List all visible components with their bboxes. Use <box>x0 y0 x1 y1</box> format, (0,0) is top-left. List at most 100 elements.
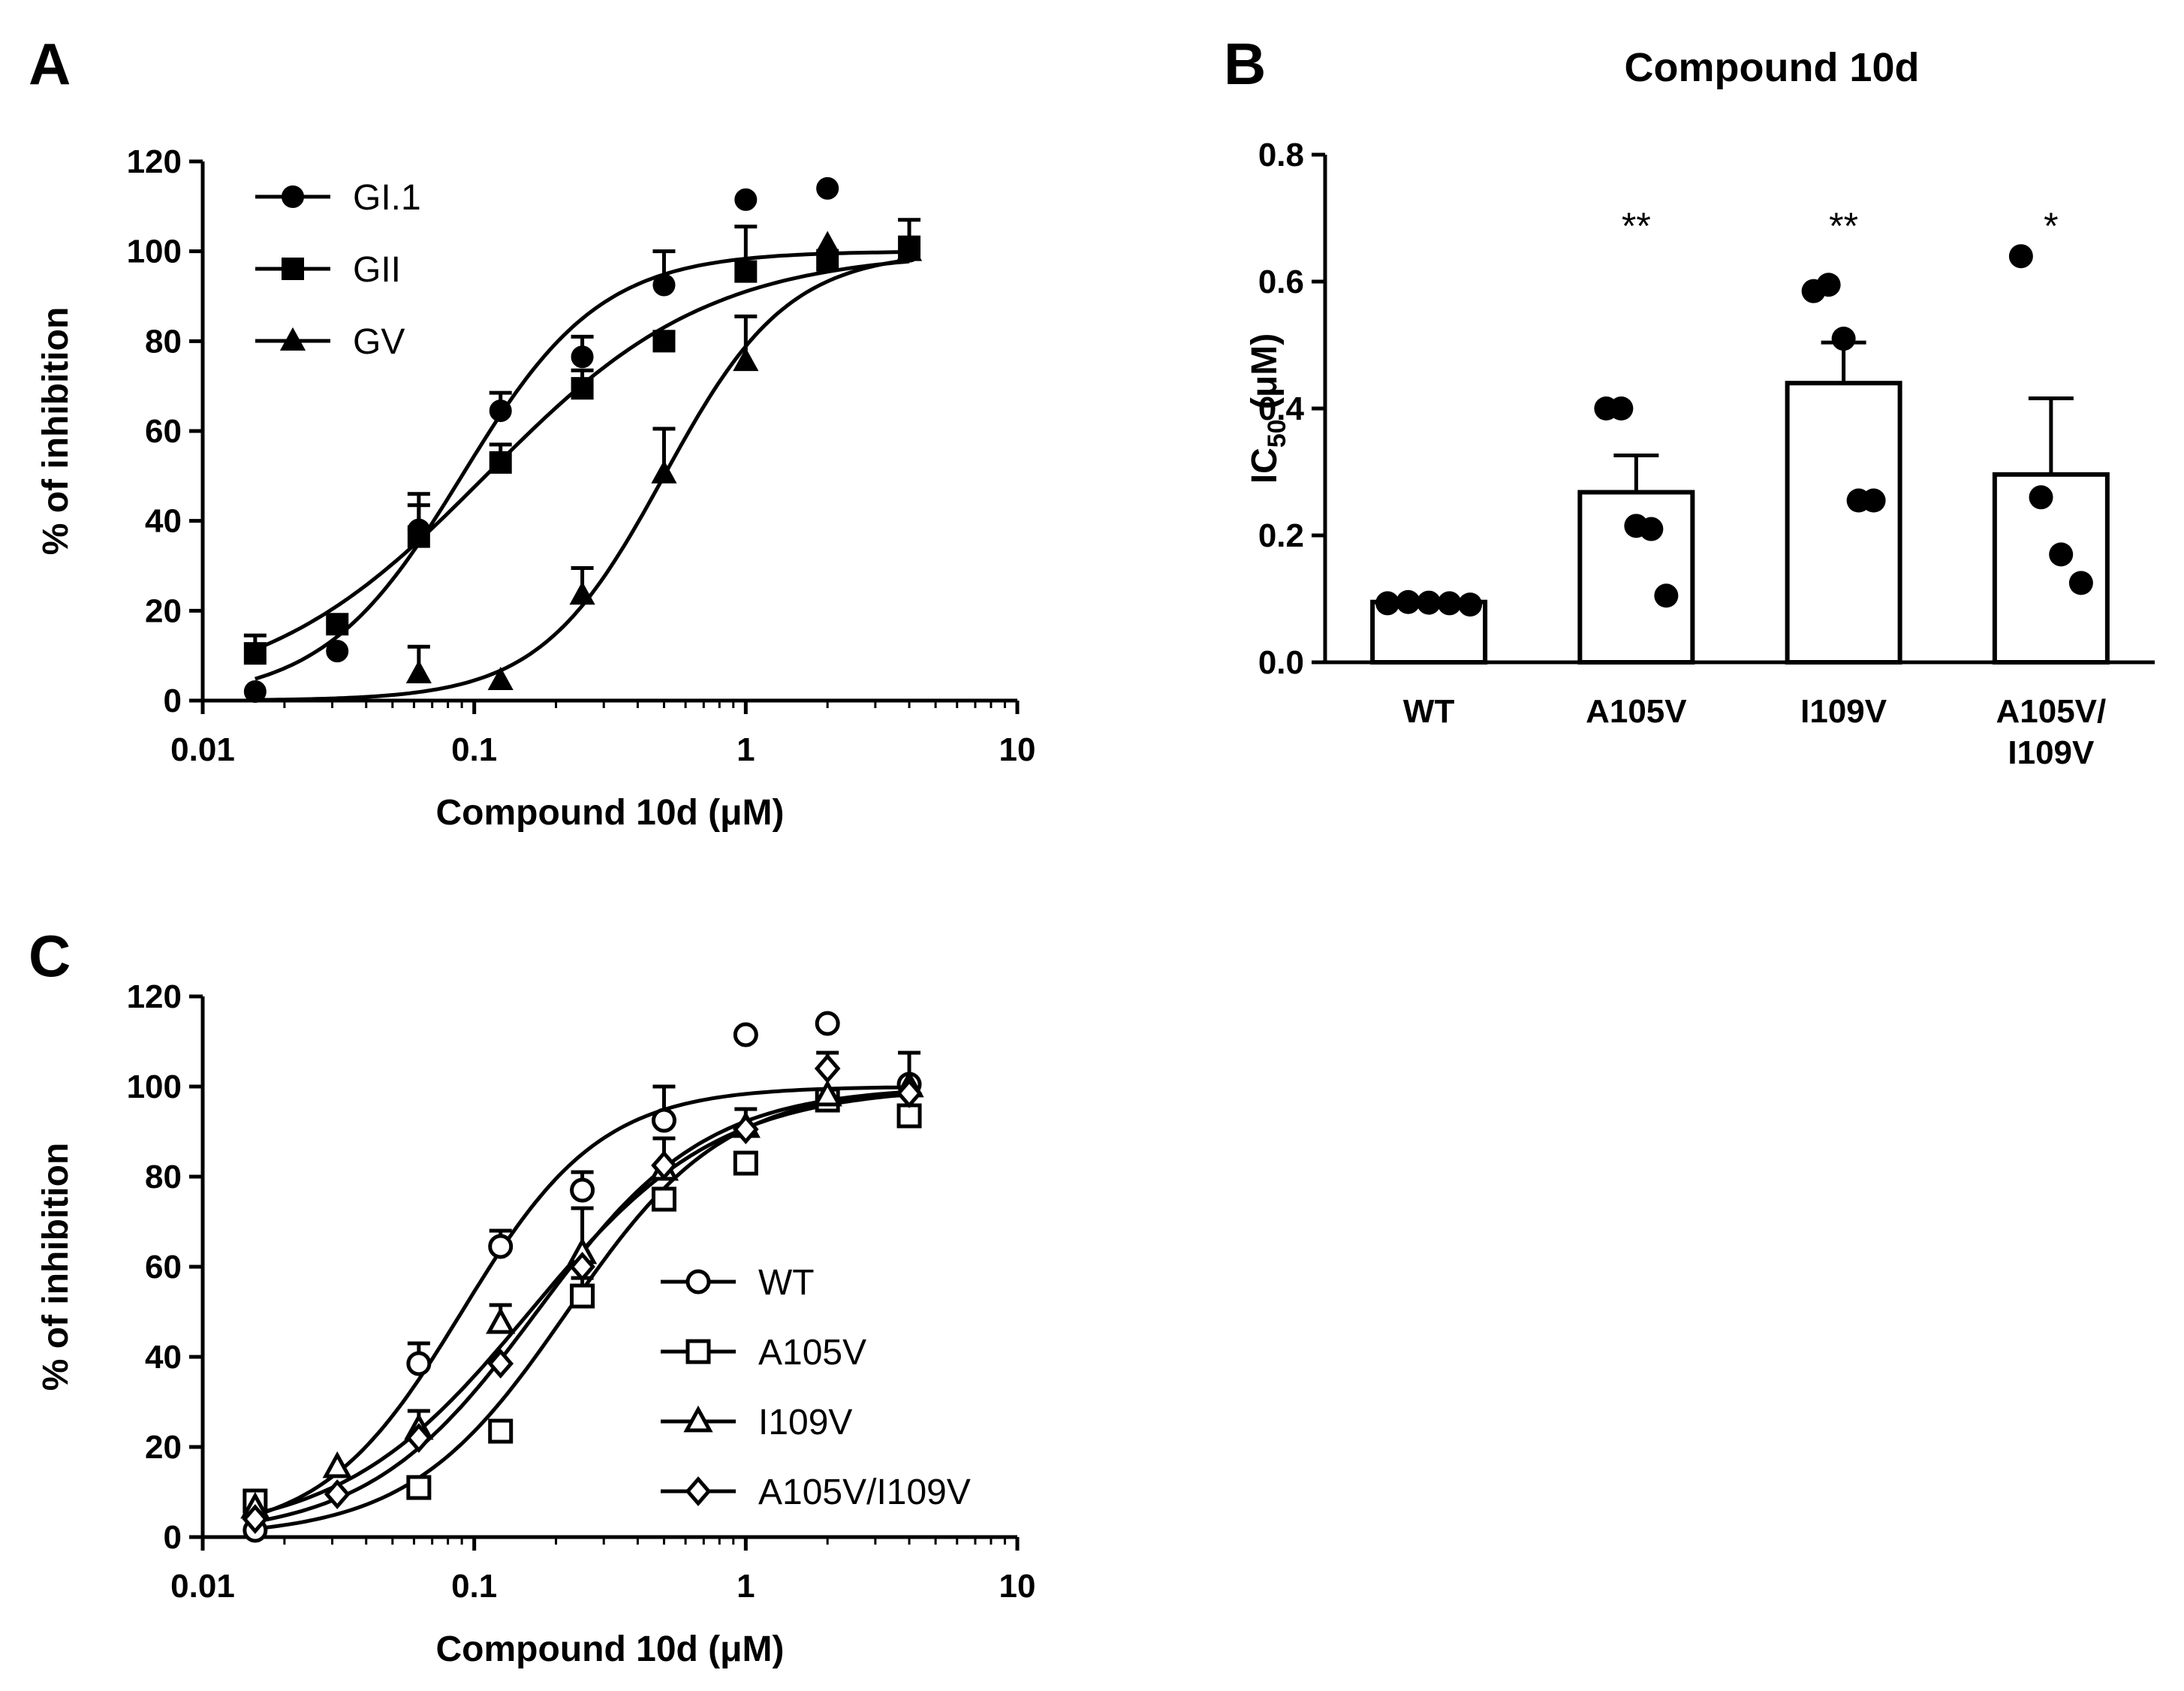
legend-marker <box>279 327 306 351</box>
legend-marker <box>685 1269 711 1295</box>
data-point <box>571 377 594 400</box>
legend-label: GI.1 <box>353 178 421 218</box>
legend-marker <box>282 258 304 280</box>
x-category-label: I109V <box>1800 693 1887 730</box>
significance-label: * <box>2044 205 2058 247</box>
replicate-point <box>2008 244 2033 269</box>
replicate-point <box>1831 327 1856 351</box>
data-point <box>406 1351 432 1376</box>
panel-b-ic50-bar-chart: 0.0 0.2 0.4 0.6 0.8 IC50 (μM) WT ** A105V ** I109V… <box>1245 137 2155 771</box>
data-point <box>405 1423 432 1453</box>
panel-a-dose-response-chart: 0 20 40 60 80 100 120 0.01 0.1 1 10 Compound 10d (μ… <box>36 143 1035 833</box>
x-tick-label: 10 <box>999 1568 1036 1605</box>
replicate-point <box>1375 591 1400 616</box>
data-point <box>488 1418 514 1444</box>
legend-label: A105V/I109V <box>758 1472 971 1512</box>
x-axis-title: Compound 10d (μM) <box>436 1629 785 1669</box>
y-axis-title-unit: (μM) <box>1245 333 1285 420</box>
data-point <box>326 640 349 663</box>
data-point <box>488 1234 514 1259</box>
data-point <box>569 581 595 605</box>
data-point <box>487 666 514 690</box>
y-tick-label: 20 <box>145 1429 182 1466</box>
data-point <box>734 188 758 211</box>
y-tick-label: 60 <box>145 1249 182 1286</box>
replicate-point <box>2068 571 2093 595</box>
data-point <box>570 1283 595 1309</box>
y-axis-title: IC50 (μM) <box>1245 333 1291 484</box>
panel-letter-b: B <box>1224 31 1266 97</box>
y-tick-label: 60 <box>145 413 182 450</box>
data-point <box>651 1186 676 1212</box>
x-axis-title: Compound 10d (μM) <box>436 793 785 833</box>
y-tick-label: 0.4 <box>1258 390 1305 427</box>
panel-c-dose-response-chart: 0 20 40 60 80 100 120 0.01 0.1 1 10 Compound 10d (μ… <box>36 978 1035 1669</box>
data-point <box>242 1504 269 1534</box>
data-point <box>651 1108 676 1133</box>
x-category-label: A105V <box>1586 693 1687 730</box>
data-point <box>487 1349 514 1379</box>
data-point <box>243 680 267 704</box>
legend-marker <box>282 185 304 208</box>
data-point <box>652 330 676 353</box>
y-tick-label: 40 <box>145 1339 182 1376</box>
fit-curve <box>255 258 910 702</box>
legend-label: GV <box>353 322 405 362</box>
data-point <box>322 1451 352 1478</box>
data-point <box>812 1079 842 1107</box>
panel-letter-a: A <box>29 31 71 97</box>
y-axis-title: % of inhibition <box>36 307 76 556</box>
data-point <box>815 231 841 255</box>
data-point <box>652 273 676 297</box>
data-point <box>407 525 430 548</box>
significance-label: ** <box>1622 205 1651 247</box>
data-point <box>405 659 432 683</box>
panel-letter-c: C <box>29 923 71 989</box>
replicate-point <box>1639 517 1664 541</box>
x-tick-label: 0.01 <box>170 1568 235 1605</box>
data-point <box>651 1150 677 1180</box>
replicate-point <box>1816 273 1841 297</box>
y-tick-label: 120 <box>127 143 182 180</box>
y-tick-label: 80 <box>145 1159 182 1195</box>
data-point <box>570 1177 595 1203</box>
replicate-point <box>1437 591 1462 616</box>
x-tick-label: 0.1 <box>451 731 497 768</box>
y-tick-label: 100 <box>127 234 182 270</box>
replicate-point <box>1609 396 1634 420</box>
y-tick-label: 80 <box>145 323 182 360</box>
data-point <box>243 642 267 665</box>
panel-b-title: Compound 10d <box>1625 45 1920 90</box>
data-point <box>814 1053 841 1084</box>
x-tick-label: 1 <box>737 1568 755 1605</box>
data-point <box>324 1479 351 1509</box>
x-tick-label: 1 <box>737 731 755 768</box>
replicate-point <box>1396 589 1420 614</box>
y-tick-label: 0.6 <box>1258 264 1304 300</box>
y-tick-label: 0.8 <box>1258 137 1304 173</box>
data-point <box>816 176 839 200</box>
data-point <box>406 1475 432 1500</box>
y-tick-label: 40 <box>145 503 182 540</box>
x-tick-label: 0.1 <box>451 1568 497 1605</box>
legend-label: I109V <box>758 1403 852 1442</box>
y-tick-label: 100 <box>127 1069 182 1105</box>
significance-label: ** <box>1829 205 1858 247</box>
replicate-point <box>1417 590 1441 615</box>
data-point <box>651 460 677 484</box>
replicate-point <box>1458 592 1483 617</box>
x-category-label: A105V/ <box>1996 693 2106 730</box>
x-category-label: I109V <box>2008 734 2095 771</box>
replicate-point <box>1654 583 1679 608</box>
data-point <box>733 348 759 372</box>
y-tick-label: 0.2 <box>1258 517 1304 554</box>
y-tick-label: 120 <box>127 978 182 1015</box>
data-point <box>569 1252 595 1282</box>
legend-marker <box>683 1405 713 1433</box>
data-point <box>733 1114 759 1144</box>
y-axis-title-subscript: 50 <box>1263 419 1291 448</box>
data-point <box>489 451 512 474</box>
fit-curve <box>255 250 910 681</box>
replicate-point <box>2029 485 2053 510</box>
